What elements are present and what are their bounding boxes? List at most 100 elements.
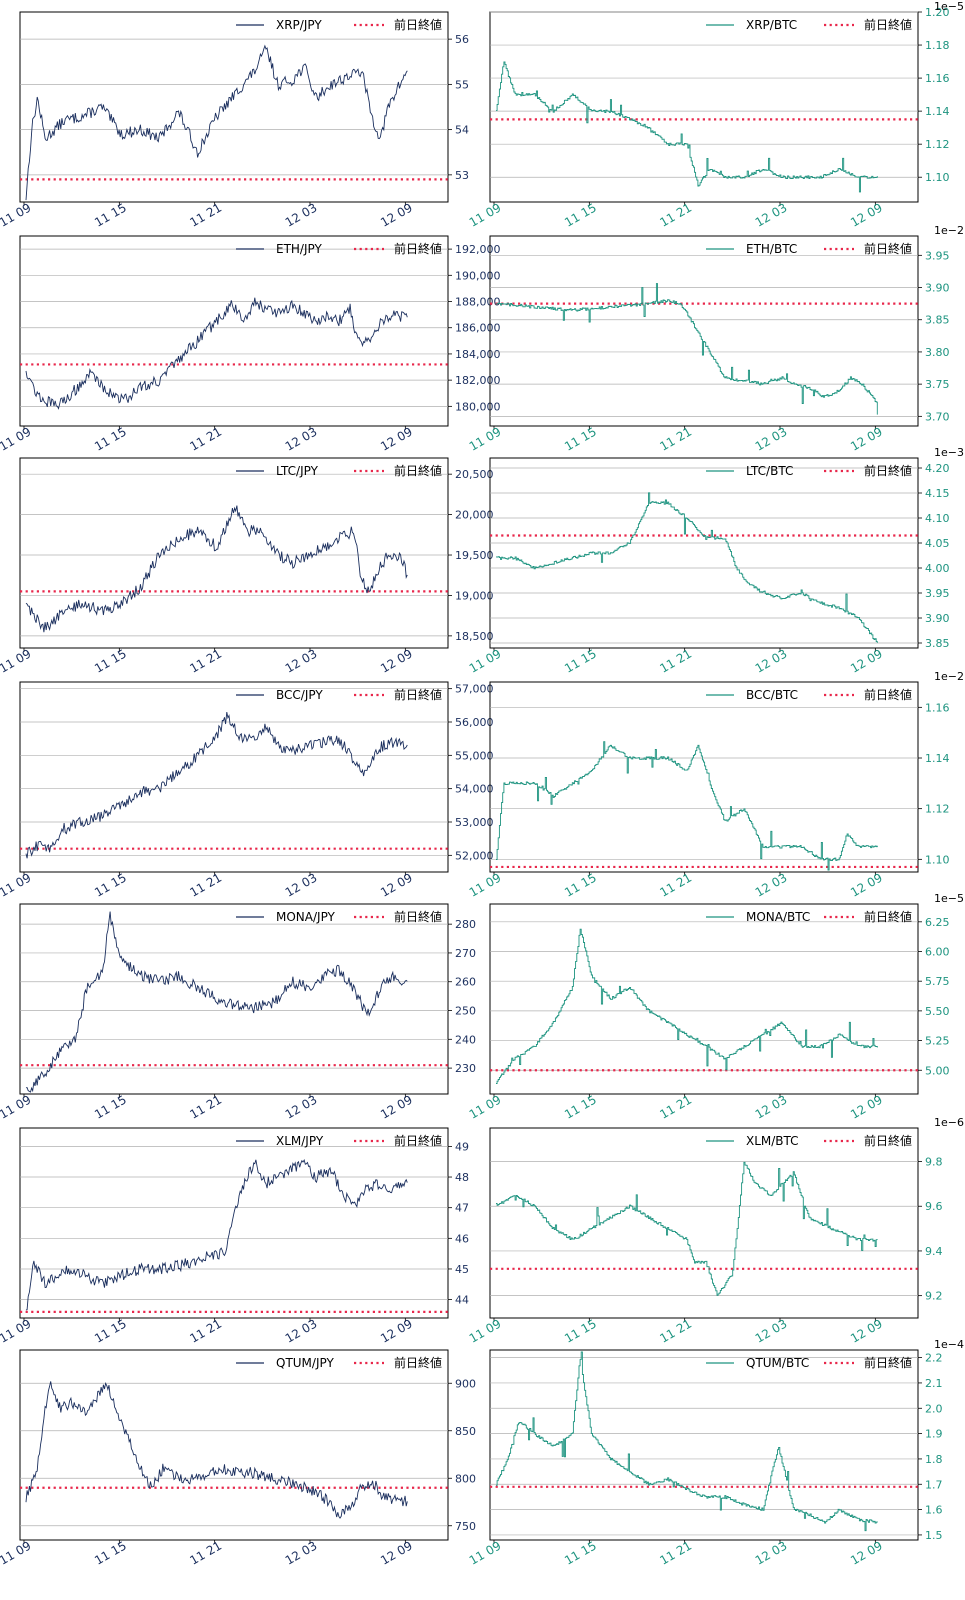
legend-series-label: LTC/JPY [276, 464, 319, 478]
legend-series-label: XRP/JPY [276, 18, 322, 32]
legend-series-label: ETH/JPY [276, 242, 322, 256]
x-tick-label: 11 21 [657, 870, 694, 899]
y-tick-label: 280 [455, 918, 476, 931]
y-tick-label: 900 [455, 1377, 476, 1390]
price-line [496, 492, 878, 643]
x-tick-label: 11 09 [0, 200, 34, 229]
chart-qtum-jpy: 750 800 850 900 11 09 11 15 11 21 12 03 12 09 QTU… [0, 1349, 476, 1568]
x-tick-label: 12 03 [283, 1092, 320, 1121]
exponent-label: 1e−4 [934, 1338, 964, 1351]
price-line [25, 712, 408, 859]
x-tick-label: 11 21 [657, 646, 694, 675]
y-tick-label: 1.10 [925, 853, 950, 866]
legend-prev-close-label: 前日終値 [864, 17, 912, 32]
x-tick-label: 11 09 [0, 1092, 34, 1121]
plot-frame [19, 11, 449, 203]
exponent-label: 1e−3 [934, 446, 964, 459]
exponent-label: 1e−6 [934, 1116, 964, 1129]
price-line [25, 1158, 408, 1311]
x-tick-label: 11 21 [187, 200, 224, 229]
price-line [496, 61, 878, 193]
y-tick-label: 9.4 [925, 1245, 943, 1258]
chart-mona-jpy: 230 240 250 260 270 280 11 09 11 15 11 21 12 03 12… [0, 903, 476, 1122]
chart-qtum-btc: 1.5 1.6 1.7 1.8 1.9 2.0 2.1 2.21e−4 11 09 11 15 11… [467, 1338, 964, 1568]
y-tick-label: 3.85 [925, 314, 950, 327]
y-tick-label: 186,000 [455, 322, 501, 335]
x-tick-label: 11 21 [187, 870, 224, 899]
legend-series-label: BCC/BTC [746, 688, 798, 702]
x-tick-label: 12 03 [283, 200, 320, 229]
legend-prev-close-label: 前日終値 [864, 909, 912, 924]
plot-frame [19, 235, 449, 427]
x-tick-label: 12 09 [378, 1092, 415, 1121]
x-tick-label: 12 09 [378, 1538, 415, 1567]
y-tick-label: 190,000 [455, 269, 501, 282]
x-tick-label: 12 09 [848, 424, 885, 453]
x-tick-label: 12 03 [753, 1316, 790, 1345]
chart-xlm-jpy: 44 45 46 47 48 49 11 09 11 15 11 21 12 03 12 09 XLM… [0, 1127, 469, 1346]
y-tick-label: 2.1 [925, 1377, 943, 1390]
price-line [25, 505, 408, 633]
chart-mona-btc: 5.00 5.25 5.50 5.75 6.00 6.25 1e−5 11 09 11 15 11… [467, 892, 964, 1122]
y-tick-label: 1.14 [925, 105, 950, 118]
x-tick-label: 11 21 [657, 200, 694, 229]
y-tick-label: 9.2 [925, 1290, 943, 1303]
y-tick-label: 48 [455, 1171, 469, 1184]
y-tick-label: 4.05 [925, 537, 950, 550]
y-tick-label: 45 [455, 1263, 469, 1276]
x-tick-label: 11 09 [467, 1316, 504, 1345]
x-tick-label: 11 21 [187, 1538, 224, 1567]
legend-series-label: MONA/JPY [276, 910, 336, 924]
price-line [25, 911, 408, 1093]
x-tick-label: 11 21 [657, 424, 694, 453]
price-line [25, 44, 408, 201]
plot-frame [489, 457, 919, 649]
x-tick-label: 11 15 [92, 200, 129, 229]
y-tick-label: 5.75 [925, 975, 950, 988]
y-tick-label: 3.90 [925, 612, 950, 625]
plot-frame [19, 903, 449, 1095]
legend-prev-close-label: 前日終値 [864, 687, 912, 702]
x-tick-label: 11 09 [467, 1538, 504, 1567]
x-tick-label: 11 15 [562, 424, 599, 453]
x-tick-label: 11 09 [0, 424, 34, 453]
chart-bcc-jpy: 52,000 53,000 54,000 55,000 56,000 57,000 11 0… [0, 681, 494, 900]
y-tick-label: 5.00 [925, 1064, 950, 1077]
x-tick-label: 12 09 [378, 1316, 415, 1345]
price-line [25, 297, 408, 410]
y-tick-label: 4.10 [925, 512, 950, 525]
y-tick-label: 55 [455, 78, 469, 91]
x-tick-label: 11 21 [187, 1316, 224, 1345]
chart-ltc-jpy: 18,500 19,000 19,500 20,000 20,500 11 09 11 15… [0, 457, 494, 676]
x-tick-label: 11 15 [92, 1092, 129, 1121]
x-tick-label: 12 09 [848, 870, 885, 899]
y-tick-label: 1.5 [925, 1529, 943, 1542]
plot-frame [19, 681, 449, 873]
legend-prev-close-label: 前日終値 [394, 241, 442, 256]
x-tick-label: 12 03 [283, 646, 320, 675]
legend-series-label: QTUM/BTC [746, 1356, 809, 1370]
y-tick-label: 1.12 [925, 803, 950, 816]
y-tick-label: 1.16 [925, 72, 950, 85]
y-tick-label: 3.80 [925, 346, 950, 359]
y-tick-label: 53,000 [455, 816, 494, 829]
legend-prev-close-label: 前日終値 [864, 463, 912, 478]
y-tick-label: 18,500 [455, 630, 494, 643]
y-tick-label: 188,000 [455, 296, 501, 309]
y-tick-label: 192,000 [455, 243, 501, 256]
x-tick-label: 12 09 [848, 1316, 885, 1345]
y-tick-label: 3.75 [925, 378, 950, 391]
legend-series-label: QTUM/JPY [276, 1356, 334, 1370]
legend-series-label: LTC/BTC [746, 464, 793, 478]
y-tick-label: 1.7 [925, 1478, 943, 1491]
exponent-label: 1e−2 [934, 224, 964, 237]
plot-frame [489, 1349, 919, 1541]
x-tick-label: 12 09 [378, 424, 415, 453]
x-tick-label: 11 15 [562, 1538, 599, 1567]
y-tick-label: 3.95 [925, 249, 950, 262]
y-tick-label: 5.50 [925, 1005, 950, 1018]
y-tick-label: 3.90 [925, 282, 950, 295]
y-tick-label: 2.2 [925, 1352, 943, 1365]
exponent-label: 1e−5 [934, 0, 964, 13]
y-tick-label: 1.14 [925, 752, 950, 765]
